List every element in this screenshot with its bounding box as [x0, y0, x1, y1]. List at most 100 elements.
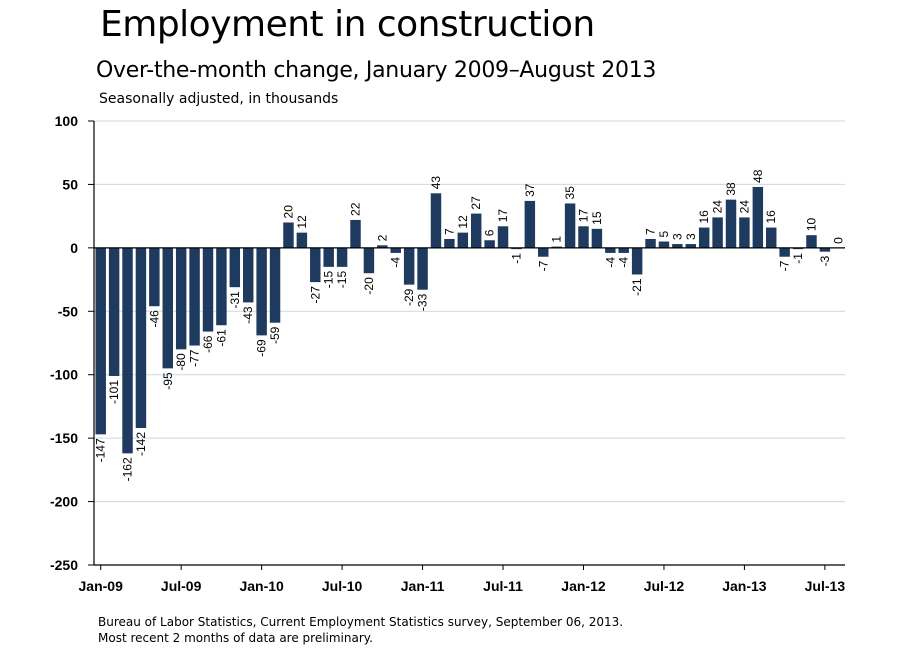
data-label: 16 [697, 210, 711, 224]
chart-subtitle: Over-the-month change, January 2009–Augu… [96, 58, 657, 83]
x-tick-label: Jan-13 [722, 578, 767, 594]
data-label: 7 [442, 228, 456, 235]
y-tick-label: -250 [50, 557, 78, 573]
data-label: -4 [603, 257, 617, 268]
data-label: 15 [590, 211, 604, 225]
bar [202, 247, 214, 332]
data-label: -15 [322, 271, 336, 289]
data-label: 6 [483, 229, 497, 236]
data-label: -66 [201, 335, 215, 353]
bar [658, 241, 670, 248]
bar [310, 247, 321, 283]
data-label: 12 [456, 215, 470, 229]
data-label: -77 [188, 349, 202, 367]
bar [350, 219, 361, 248]
data-label: 12 [295, 215, 309, 229]
bar [484, 240, 495, 248]
bar [242, 247, 254, 303]
data-label: -7 [536, 260, 550, 271]
bar [283, 222, 294, 248]
data-label: -59 [268, 326, 282, 344]
data-label: -15 [335, 271, 349, 289]
data-label: -46 [147, 310, 161, 328]
data-label: 5 [657, 231, 671, 238]
x-tick-label: Jul-09 [161, 578, 202, 594]
x-tick-label: Jan-12 [561, 578, 606, 594]
data-label: -43 [241, 306, 255, 324]
data-label: -33 [416, 293, 430, 311]
bar [256, 247, 267, 336]
data-label: -142 [134, 432, 148, 456]
bar [216, 247, 227, 326]
bar [806, 235, 817, 248]
bar [444, 238, 455, 248]
bar [766, 227, 777, 248]
bar [605, 247, 616, 253]
data-label: -101 [107, 380, 121, 404]
data-label: 0 [831, 237, 845, 244]
data-label: 17 [496, 209, 510, 223]
bar [135, 247, 147, 428]
y-tick-label: -100 [50, 367, 78, 383]
bar [336, 247, 348, 267]
data-label: -61 [214, 329, 228, 347]
bar [95, 247, 106, 435]
bar [524, 200, 536, 248]
bar [564, 203, 576, 248]
bar [390, 247, 401, 253]
chart-title: Employment in construction [100, 4, 595, 45]
bar [698, 227, 710, 248]
x-tick-label: Jul-12 [644, 578, 685, 594]
source-line-1: Bureau of Labor Statistics, Current Empl… [98, 615, 624, 629]
data-label: -1 [509, 253, 523, 264]
x-tick-label: Jan-10 [239, 578, 284, 594]
x-tick-label: Jul-10 [322, 578, 363, 594]
bar [430, 193, 442, 248]
y-tick-labels: 100 50 0 -50 -100 -150 -200 -250 [50, 113, 78, 573]
bar [739, 217, 750, 248]
data-label: 35 [563, 186, 577, 200]
data-label: -20 [362, 277, 376, 295]
bar [377, 245, 388, 248]
bar [108, 247, 120, 376]
source-note: Bureau of Labor Statistics, Current Empl… [98, 614, 623, 646]
data-label: 2 [375, 234, 389, 241]
data-label: 27 [469, 196, 483, 210]
data-label: 22 [349, 202, 363, 216]
bar [269, 247, 281, 323]
data-label: 24 [711, 200, 725, 214]
bar [323, 247, 334, 267]
y-tick-label: -150 [50, 430, 78, 446]
bar [296, 232, 308, 248]
x-tick-label: Jul-11 [483, 578, 523, 594]
data-label: -69 [255, 339, 269, 357]
data-label: -3 [818, 255, 832, 266]
data-label: 37 [523, 183, 537, 197]
bar [645, 238, 656, 248]
bar [162, 247, 173, 369]
axes [88, 120, 845, 570]
data-label: 17 [576, 209, 590, 223]
data-labels: -147-101-162-142-46-95-80 -77-66 -61-31-43… [94, 169, 846, 481]
bar [363, 247, 375, 274]
x-tick-labels: Jan-09 Jul-09 Jan-10 Jul-10 Jan-11 Jul-11 Jan-… [79, 578, 846, 594]
data-label: 1 [550, 236, 564, 243]
y-tick-label: 0 [70, 240, 78, 256]
bar [122, 247, 133, 454]
y-tick-label: 50 [62, 176, 78, 192]
data-label: 20 [281, 205, 295, 219]
x-tick-label: Jan-09 [79, 578, 124, 594]
bar [779, 247, 790, 257]
bar [618, 247, 629, 253]
x-tick-label: Jan-11 [401, 578, 445, 594]
data-label: 3 [684, 233, 698, 240]
bar [819, 247, 831, 252]
bar [591, 228, 603, 248]
data-label: 16 [764, 210, 778, 224]
y-tick-label: 100 [55, 113, 79, 129]
bar [631, 247, 643, 275]
bar [189, 247, 200, 346]
y-tick-label: -50 [58, 303, 78, 319]
data-label: -4 [389, 257, 403, 268]
